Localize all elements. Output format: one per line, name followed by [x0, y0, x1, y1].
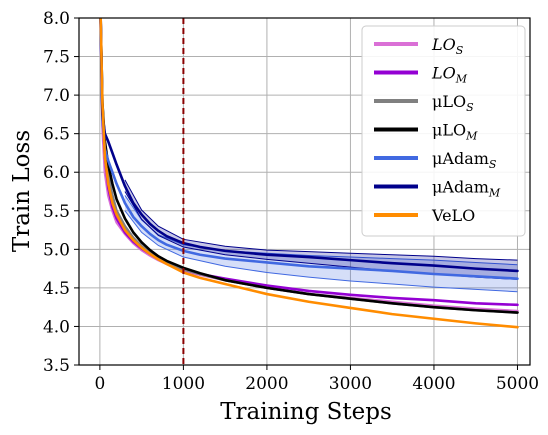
legend-label: LOM — [431, 64, 468, 86]
x-axis-label: Training Steps — [220, 399, 392, 425]
legend-label-subscript: S — [466, 101, 474, 114]
legend-label: VeLO — [431, 206, 475, 225]
x-tick-label: 2000 — [245, 374, 288, 394]
legend-label-main: μAdam — [432, 178, 489, 197]
legend-label-subscript: M — [488, 187, 501, 200]
y-tick-label: 4.0 — [43, 317, 70, 337]
x-tick-label: 1000 — [162, 374, 205, 394]
legend-label-main: LO — [431, 35, 456, 54]
x-tick-label: 0 — [94, 374, 105, 394]
y-tick-label: 4.5 — [43, 279, 70, 299]
legend-label: μAdamS — [432, 149, 497, 171]
legend-label-main: VeLO — [431, 206, 475, 225]
legend-label-main: μLO — [432, 121, 466, 140]
legend-label-main: μAdam — [432, 149, 489, 168]
legend-label-subscript: S — [456, 44, 464, 57]
band-fill-0 — [124, 195, 518, 292]
y-tick-label: 7.5 — [43, 48, 70, 68]
legend-label: μLOS — [432, 92, 474, 114]
band-lower-edge-0 — [124, 210, 518, 293]
x-tick-label: 5000 — [496, 374, 539, 394]
legend-label-main: LO — [431, 64, 456, 83]
x-axis-ticks: 0 1000 2000 3000 4000 5000 — [94, 365, 539, 394]
y-tick-label: 5.0 — [43, 240, 70, 260]
y-tick-label: 6.5 — [43, 125, 70, 145]
legend-label-subscript: M — [465, 130, 478, 143]
y-tick-label: 6.0 — [43, 163, 70, 183]
y-tick-label: 5.5 — [43, 202, 70, 222]
band-upper-edge-1 — [124, 179, 518, 261]
legend-box — [361, 25, 526, 237]
x-tick-label: 4000 — [412, 374, 455, 394]
y-tick-label: 3.5 — [43, 356, 70, 376]
legend-label-main: μLO — [432, 92, 466, 111]
series-line-3 — [99, 18, 519, 314]
plot-frame — [78, 17, 531, 366]
legend-label: μLOM — [432, 121, 478, 143]
x-tick-label: 3000 — [329, 374, 372, 394]
y-tick-label: 8.0 — [43, 9, 70, 29]
y-axis-label: Train Loss — [9, 130, 35, 252]
legend-label: μAdamM — [432, 178, 501, 200]
series-line-4 — [99, 18, 519, 280]
legend-label: LOS — [431, 35, 464, 57]
legend-label-subscript: S — [489, 158, 497, 171]
legend-label-subscript: M — [455, 73, 468, 86]
series-line-5 — [99, 18, 519, 273]
y-axis-ticks: 3.5 4.0 4.5 5.0 5.5 6.0 6.5 7.0 7.5 8.0 — [43, 9, 79, 376]
series-line-6 — [99, 18, 519, 329]
y-tick-label: 7.0 — [43, 86, 70, 106]
series-lines — [99, 18, 519, 329]
